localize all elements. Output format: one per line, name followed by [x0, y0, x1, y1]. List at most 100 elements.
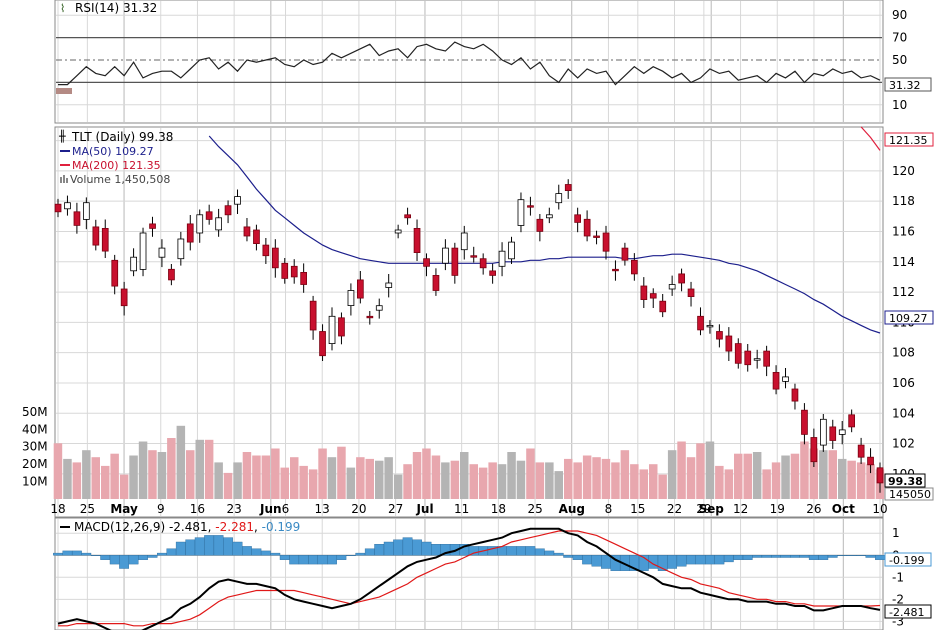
macd-histogram-bar	[383, 541, 394, 556]
candle-body	[564, 184, 572, 191]
macd-histogram	[53, 535, 885, 571]
volume-bars	[53, 425, 885, 499]
macd-histogram-bar	[723, 555, 734, 563]
candle-body	[205, 211, 213, 220]
candle	[130, 248, 137, 277]
rsi-y-tick-label: 10	[892, 98, 907, 112]
macd-histogram-bar	[156, 552, 167, 556]
volume-bar	[214, 462, 223, 499]
macd-y-tick-label: -1	[892, 570, 904, 584]
macd-histogram-bar	[771, 555, 781, 558]
volume-bar	[611, 462, 620, 499]
macd-histogram-bar	[317, 555, 328, 565]
candle	[801, 403, 808, 445]
volume-bar	[639, 469, 648, 499]
volume-bar	[526, 448, 535, 499]
candle-body	[111, 259, 119, 287]
candle	[149, 216, 156, 237]
volume-bar	[677, 441, 686, 499]
volume-last-tag-box	[884, 487, 934, 501]
candle	[54, 198, 62, 218]
volume-bar	[223, 472, 233, 499]
macd-histogram-bar	[705, 555, 715, 565]
rsi-y-tick-label: 50	[892, 53, 907, 67]
x-axis-label: 26	[806, 502, 821, 516]
macd-histogram-bar	[298, 555, 309, 565]
volume-bar	[299, 465, 308, 499]
macd-histogram-bar	[818, 555, 829, 560]
volume-bar	[847, 460, 856, 499]
volume-bar	[478, 467, 488, 499]
volume-last-tag: 145050	[884, 487, 934, 501]
candle-body	[725, 335, 733, 352]
volume-y-tick-label: 10M	[22, 475, 48, 489]
candle	[404, 207, 412, 225]
volume-bar	[819, 450, 828, 499]
macd-histogram-bar	[364, 548, 375, 556]
candle	[328, 307, 336, 351]
volume-bar	[63, 458, 72, 499]
x-axis-label: Jun	[259, 502, 282, 516]
rsi-y-tick-label: 90	[892, 8, 907, 22]
candle	[139, 227, 147, 277]
candle-body	[583, 218, 591, 237]
macd-legend-sep3: ,	[254, 520, 262, 534]
candle	[253, 224, 260, 251]
ma50-line	[208, 135, 881, 334]
macd-histogram-bar	[676, 555, 687, 567]
volume-bar	[507, 452, 516, 499]
candle	[753, 349, 761, 369]
candle	[857, 437, 865, 464]
candle-body	[309, 300, 317, 331]
macd-histogram-bar	[506, 546, 517, 556]
volume-bar	[412, 452, 422, 499]
candle-body	[375, 305, 383, 311]
volume-bar	[724, 469, 734, 499]
macd-signal-line	[58, 530, 881, 627]
x-axis-label: 22	[667, 502, 682, 516]
x-axis-label: Oct	[832, 502, 855, 516]
candle-body	[413, 227, 421, 253]
candle-body	[744, 350, 752, 366]
macd-legend-signal-value: -2.281	[215, 520, 254, 534]
candle	[470, 246, 478, 263]
volume-y-tick-label: 40M	[22, 422, 48, 436]
macd-histogram-bar	[289, 555, 300, 565]
price-last-tag-box	[884, 473, 926, 488]
macd-frame	[54, 517, 884, 630]
macd-histogram-bar	[865, 555, 876, 558]
x-axis-label: Aug	[559, 502, 585, 516]
ma200-last-tag: 121.35	[884, 132, 934, 147]
volume-bar	[743, 453, 752, 499]
x-axis-labels: 18 25 May 9 16 23 Jun 6 13 20 27 Jul 11 18 25 Aug 8 15 22 2…	[50, 502, 887, 516]
candle-body	[442, 247, 449, 264]
candle-body	[177, 238, 185, 260]
candle	[564, 179, 572, 199]
ma200-last-tag-text: 121.35	[889, 134, 928, 147]
candle-body	[621, 247, 629, 261]
candle	[243, 218, 251, 242]
candle-body	[508, 241, 515, 260]
volume-bar	[393, 474, 403, 499]
candle	[168, 264, 175, 286]
volume-bar	[167, 438, 176, 499]
ma200-last-tag-box	[884, 132, 934, 147]
volume-bar	[337, 446, 346, 499]
volume-bar	[129, 455, 138, 499]
volume-bar	[356, 457, 365, 499]
x-axis-label: 25	[80, 502, 95, 516]
candle	[867, 448, 874, 474]
rsi-grid	[56, 1, 882, 122]
volume-bar	[582, 455, 592, 499]
macd-histogram-bar	[308, 555, 318, 565]
volume-bar	[658, 474, 667, 499]
candle	[366, 311, 374, 325]
candle	[413, 219, 421, 261]
candle-body	[631, 259, 638, 275]
volume-bar	[157, 452, 167, 499]
rsi-legend: ⌇ RSI(14) 31.32	[60, 1, 157, 15]
macd-histogram-bar	[544, 550, 555, 556]
volume-bar	[771, 462, 781, 499]
candle	[432, 268, 440, 296]
macd-histogram-bar	[761, 555, 772, 558]
